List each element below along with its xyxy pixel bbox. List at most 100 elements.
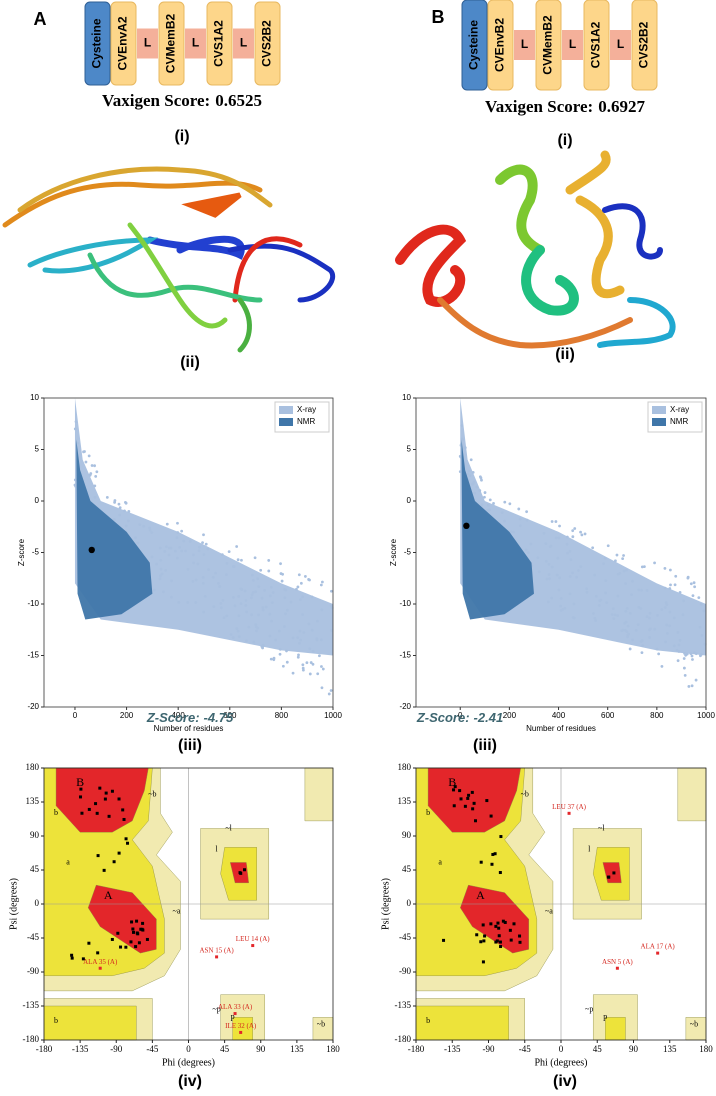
xray-point <box>93 495 97 499</box>
xray-point <box>621 628 625 632</box>
region-label: ~a <box>173 906 181 915</box>
xray-point <box>639 607 643 610</box>
construct-label: L <box>569 37 576 51</box>
xray-point <box>239 602 243 606</box>
residue-point <box>116 931 120 935</box>
legend-swatch <box>279 406 293 414</box>
xray-point <box>310 595 314 599</box>
x-axis-label: Phi (degrees) <box>534 1057 587 1068</box>
residue-point <box>518 940 522 944</box>
caption: (iii) <box>178 737 202 754</box>
residue-point <box>518 934 522 938</box>
xray-point <box>221 598 225 602</box>
xray-point <box>175 556 179 560</box>
residue-point <box>453 785 457 789</box>
xray-point <box>285 660 289 664</box>
y-tick-label: -45 <box>27 932 39 942</box>
residue-point <box>70 956 74 960</box>
xray-point <box>537 570 541 574</box>
y-tick-label: 135 <box>26 796 40 806</box>
x-tick-label: -135 <box>72 1044 89 1054</box>
residue-point <box>495 939 499 943</box>
residue-point <box>501 919 505 923</box>
construct-label: Cysteine <box>467 20 481 70</box>
xray-point <box>597 604 601 607</box>
y-tick-label: -90 <box>399 966 411 976</box>
xray-point <box>640 565 644 569</box>
y-tick-label: 0 <box>407 898 412 908</box>
xray-point <box>634 628 638 632</box>
xray-point <box>677 650 681 653</box>
xray-point <box>251 591 255 594</box>
xray-point <box>668 568 672 572</box>
xray-point <box>305 661 309 665</box>
construct-label: L <box>192 36 199 50</box>
xray-point <box>613 613 617 617</box>
xray-point <box>136 541 140 545</box>
linker <box>514 30 535 60</box>
xray-point <box>89 472 93 475</box>
xray-point <box>554 520 558 523</box>
xray-point <box>509 530 513 534</box>
xray-point <box>274 638 277 642</box>
xray-point <box>461 438 464 442</box>
xray-point <box>664 640 667 644</box>
xray-point <box>194 578 198 582</box>
xray-point <box>555 573 559 577</box>
xray-point <box>219 606 223 610</box>
x-tick-label: -180 <box>36 1044 53 1054</box>
xray-point <box>682 666 686 670</box>
xray-point <box>148 526 151 530</box>
xray-point <box>472 480 476 484</box>
outlier-label: ASN 15 (A) <box>199 946 234 954</box>
allowed-region <box>605 1017 626 1041</box>
x-tick-label: 800 <box>275 711 289 720</box>
xray-point <box>162 590 165 594</box>
xray-point <box>186 568 190 571</box>
xray-point <box>235 545 239 548</box>
xray-point <box>699 654 702 658</box>
xray-point <box>605 601 609 605</box>
xray-point <box>656 613 659 617</box>
region-label: ~b <box>148 789 156 798</box>
y-tick-label: -180 <box>395 1034 412 1044</box>
xray-point <box>245 639 248 643</box>
xray-point <box>624 609 628 613</box>
xray-point <box>163 550 167 553</box>
xray-point <box>545 577 549 581</box>
y-tick-label: -5 <box>404 548 412 557</box>
xray-point <box>554 536 558 540</box>
xray-point <box>471 471 475 474</box>
xray-point <box>283 588 287 591</box>
xray-point <box>676 630 680 634</box>
xray-point <box>254 625 258 629</box>
xray-point <box>483 491 487 494</box>
x-tick-label: 1000 <box>324 711 342 720</box>
xray-point <box>669 583 672 587</box>
xray-point <box>458 454 462 458</box>
caption: (ii) <box>555 346 575 363</box>
xray-point <box>480 503 484 507</box>
x-tick-label: 200 <box>503 711 517 720</box>
xray-point <box>330 629 333 632</box>
xray-point <box>641 644 645 647</box>
xray-point <box>152 588 156 592</box>
xray-point <box>220 553 224 557</box>
xray-point <box>84 460 88 464</box>
xray-point <box>279 562 282 566</box>
xray-point <box>702 609 706 613</box>
xray-point <box>486 503 490 507</box>
xray-point <box>636 623 640 627</box>
xray-point <box>270 619 273 623</box>
xray-point <box>694 652 698 656</box>
xray-point <box>320 665 323 668</box>
y-tick-label: -90 <box>27 966 39 976</box>
xray-point <box>310 628 314 632</box>
xray-point <box>320 686 324 690</box>
y-tick-label: -10 <box>399 599 411 608</box>
y-tick-label: 10 <box>30 393 39 402</box>
xray-point <box>653 627 657 631</box>
residue-point <box>509 938 513 942</box>
xray-point <box>150 531 154 534</box>
xray-point <box>201 581 205 585</box>
